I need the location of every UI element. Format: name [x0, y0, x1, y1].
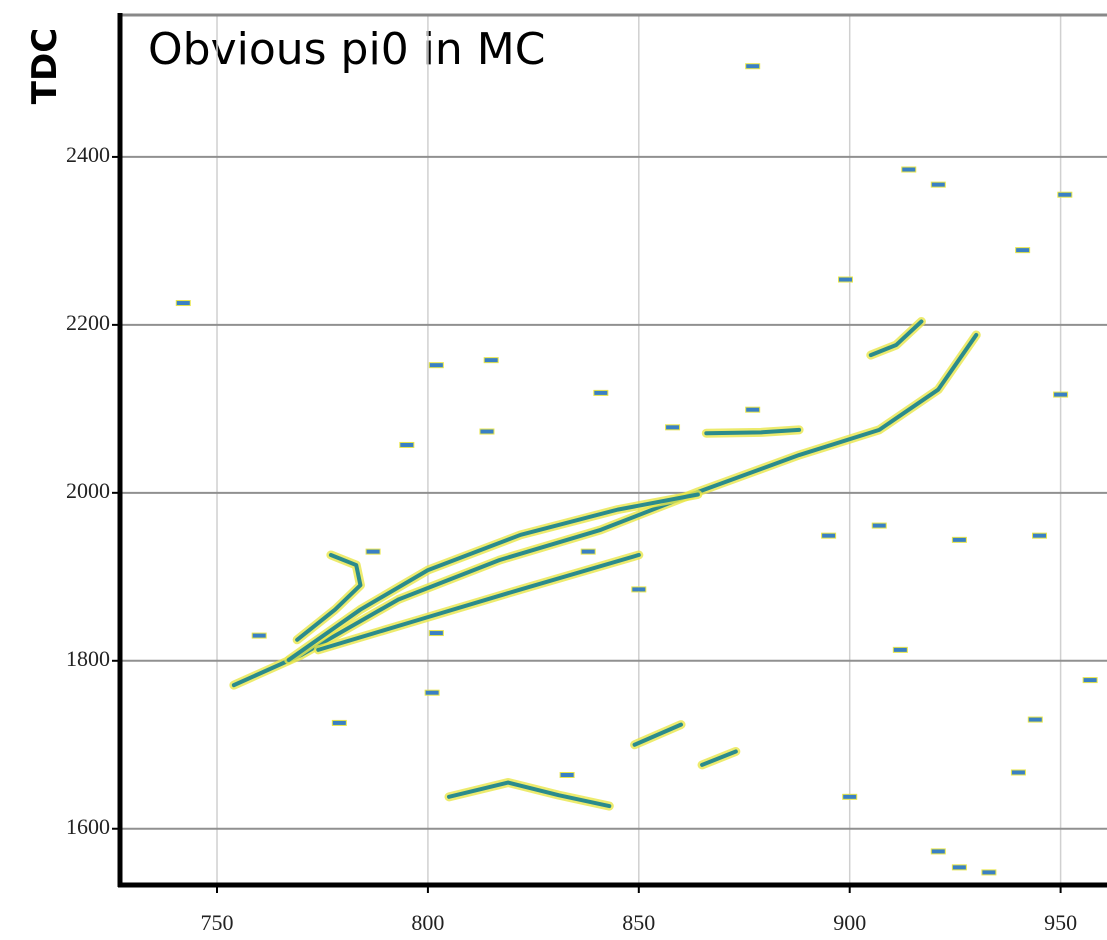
x-tick-label: 850: [622, 910, 655, 935]
track: [632, 722, 683, 747]
x-tick-label: 950: [1044, 910, 1077, 935]
hit: [930, 848, 946, 855]
y-tick-label: 1800: [66, 646, 110, 671]
hit: [175, 300, 191, 307]
track: [295, 552, 363, 642]
hit: [559, 771, 575, 778]
x-tick-label: 750: [201, 910, 234, 935]
track: [700, 749, 738, 767]
y-axis-label: TDC: [25, 28, 65, 104]
hit: [930, 181, 946, 188]
hit: [479, 428, 495, 435]
hit: [428, 630, 444, 637]
hit: [399, 441, 415, 448]
hit: [424, 689, 440, 696]
hit: [593, 389, 609, 396]
hit: [1015, 247, 1031, 254]
hit: [892, 646, 908, 653]
y-tick-label: 2200: [66, 310, 110, 335]
y-tick-label: 2000: [66, 478, 110, 503]
x-tick-label: 800: [411, 910, 444, 935]
hit: [1027, 716, 1043, 723]
hit: [842, 793, 858, 800]
y-tick-label: 1600: [66, 814, 110, 839]
hit: [483, 357, 499, 364]
hit: [1057, 191, 1073, 198]
track: [286, 492, 700, 662]
hit: [251, 632, 267, 639]
hit: [1032, 532, 1048, 539]
hit: [428, 362, 444, 369]
track: [231, 332, 979, 688]
hit: [631, 586, 647, 593]
hit: [901, 166, 917, 173]
track: [447, 780, 612, 809]
hit: [365, 548, 381, 555]
hit: [331, 719, 347, 726]
hit: [1082, 677, 1098, 684]
hit: [871, 522, 887, 529]
hit: [1010, 769, 1026, 776]
hit: [745, 406, 761, 413]
hit: [665, 424, 681, 431]
x-tick-label: 900: [833, 910, 866, 935]
track: [704, 427, 802, 436]
y-tick-label: 2400: [66, 142, 110, 167]
track: [316, 552, 641, 652]
track: [868, 319, 924, 358]
hit: [1053, 391, 1069, 398]
hit: [951, 536, 967, 543]
hit: [837, 276, 853, 283]
chart-title: Obvious pi0 in MC: [148, 24, 545, 75]
hit: [580, 548, 596, 555]
hit: [821, 532, 837, 539]
hit: [951, 864, 967, 871]
hit: [981, 869, 997, 876]
hit: [745, 63, 761, 70]
